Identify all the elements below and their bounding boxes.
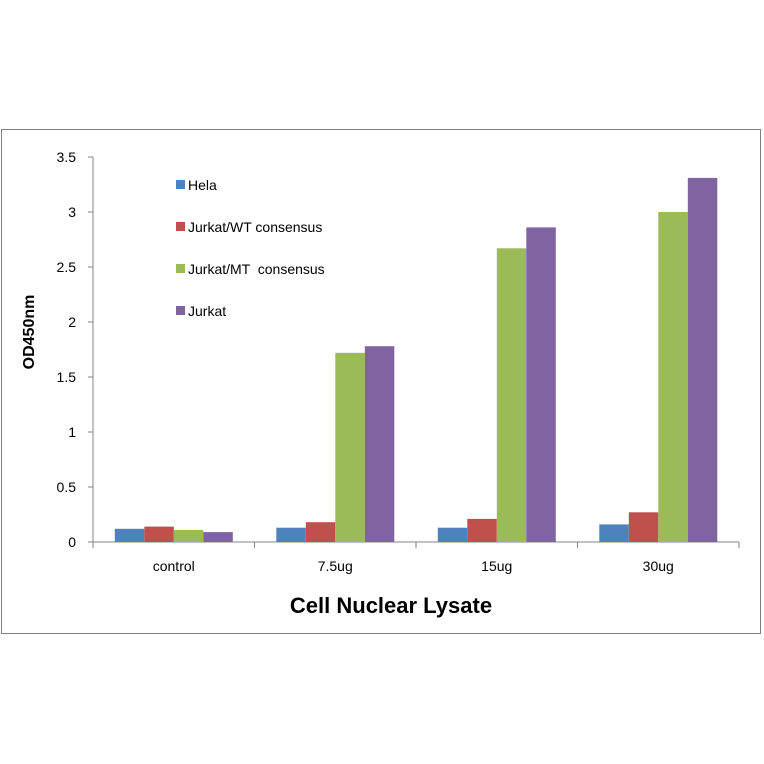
legend-swatch: [176, 180, 185, 189]
y-tick-label: 3.5: [57, 149, 77, 165]
legend-label: Hela: [188, 177, 217, 193]
bar: [335, 352, 365, 542]
y-tick-label: 3: [68, 204, 76, 220]
legend: Hela Jurkat/WT consensus Jurkat/MT consens…: [176, 177, 325, 319]
legend-swatch: [176, 306, 185, 315]
bar: [276, 527, 306, 542]
y-tick-label: 1: [68, 424, 76, 440]
x-axis-title: Cell Nuclear Lysate: [290, 593, 492, 618]
bar: [467, 518, 497, 542]
bar: [496, 248, 527, 543]
y-axis-title: OD450nm: [21, 295, 38, 370]
bar: [305, 522, 336, 542]
legend-label: Jurkat/MT consensus: [188, 261, 325, 277]
y-tick-label: 2.5: [57, 259, 77, 275]
bar: [526, 227, 556, 542]
bar: [687, 177, 718, 542]
x-tick-label: control: [153, 558, 195, 574]
legend-label: Jurkat: [188, 303, 226, 319]
legend-label: Jurkat/WT consensus: [188, 219, 322, 235]
y-tick-label: 0.5: [57, 479, 77, 495]
plot-area: 0 0.5 1 1.5 2 2.5 3 3.5 control 7.5ug 15ug 30ug: [57, 149, 740, 574]
x-tick-label: 7.5ug: [318, 558, 353, 574]
bar: [114, 528, 145, 542]
legend-swatch: [176, 222, 185, 231]
bar: [658, 212, 688, 542]
bar: [203, 532, 233, 542]
bar: [144, 526, 174, 542]
x-tick-label: 15ug: [481, 558, 512, 574]
y-tick-label: 1.5: [57, 369, 77, 385]
bar: [437, 527, 468, 542]
y-tick-label: 0: [68, 534, 76, 550]
bar: [173, 529, 204, 542]
bar: [599, 524, 629, 542]
bar: [628, 512, 659, 542]
y-tick-label: 2: [68, 314, 76, 330]
legend-swatch: [176, 264, 185, 273]
bar: [364, 346, 395, 542]
x-tick-label: 30ug: [643, 558, 674, 574]
